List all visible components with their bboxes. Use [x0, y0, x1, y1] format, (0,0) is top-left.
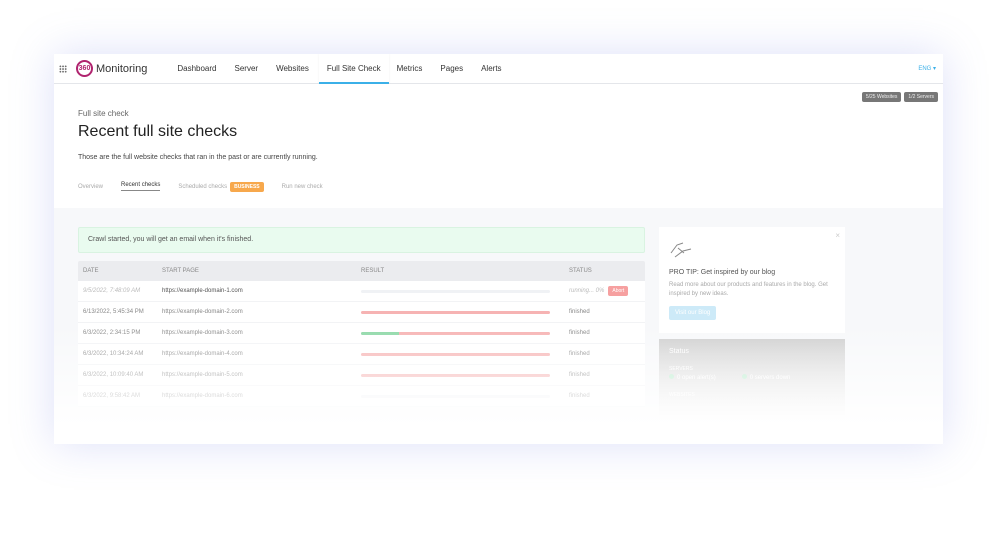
result-bar-bad	[361, 352, 550, 356]
nav-alerts[interactable]: Alerts	[481, 63, 502, 73]
tab-recent-checks[interactable]: Recent checks	[121, 182, 161, 191]
close-icon[interactable]: ×	[835, 231, 840, 240]
row-status: running... 0%	[569, 288, 605, 294]
table-row[interactable]: 6/3/2022, 10:09:40 AM https://example-dom…	[78, 365, 645, 386]
result-bar-bad	[398, 331, 550, 335]
result-bar-bad	[361, 373, 550, 377]
visit-blog-button[interactable]: Visit our Blog	[669, 306, 717, 320]
nav-pages[interactable]: Pages	[440, 63, 464, 73]
row-date: 6/3/2022, 2:34:15 PM	[83, 330, 141, 336]
table-row[interactable]: 6/3/2022, 10:34:24 AM https://example-dom…	[78, 344, 645, 365]
abort-button[interactable]: Abort	[608, 286, 629, 296]
table-row[interactable]: 6/3/2022, 2:34:15 PM https://example-doma…	[78, 323, 645, 344]
status-dot-icon	[741, 374, 747, 379]
logo[interactable]: 360 Monitoring	[76, 60, 147, 77]
tab-overview[interactable]: Overview	[78, 183, 104, 190]
apps-grid-icon[interactable]	[59, 64, 67, 73]
table-row[interactable]: 6/3/2022, 9:58:42 AM https://example-doma…	[78, 386, 645, 407]
language-select[interactable]: ENG ▾	[918, 66, 936, 72]
col-status: STATUS	[569, 268, 592, 274]
row-status: finished	[569, 330, 590, 336]
row-start-page[interactable]: https://example-domain-4.com	[162, 351, 243, 357]
page-description: Those are the full website checks that r…	[78, 154, 318, 161]
row-start-page[interactable]: https://example-domain-5.com	[162, 372, 243, 378]
result-bar	[361, 310, 550, 314]
top-nav: 360 Monitoring Dashboard Server Websites …	[54, 54, 943, 84]
page-header: 5/25 Websites 1/2 Servers Full site check…	[54, 84, 943, 208]
nav-dashboard[interactable]: Dashboard	[177, 63, 217, 73]
table-row[interactable]: 6/13/2022, 5:45:34 PM https://example-dom…	[78, 302, 645, 323]
status-card: Status SERVERS 0 open alert(s) 0 servers …	[659, 339, 845, 419]
handshake-icon	[670, 242, 692, 258]
nav-websites[interactable]: Websites	[276, 63, 309, 73]
row-start-page[interactable]: https://example-domain-2.com	[162, 309, 243, 315]
result-bar	[361, 289, 550, 293]
result-bar-bad	[361, 310, 550, 314]
servers-down: 0 servers down	[741, 374, 790, 381]
row-status: finished	[569, 309, 590, 315]
row-status: finished	[569, 393, 590, 399]
result-bar	[361, 394, 550, 398]
tab-scheduled-checks[interactable]: Scheduled checks BUSINESS	[178, 181, 264, 192]
checks-table: DATE START PAGE RESULT STATUS 9/5/2022, 7:4…	[78, 261, 645, 407]
app-window: 360 Monitoring Dashboard Server Websites …	[54, 54, 943, 444]
row-date: 6/13/2022, 5:45:34 PM	[83, 309, 144, 315]
row-start-page[interactable]: https://example-domain-6.com	[162, 393, 243, 399]
row-date: 9/5/2022, 7:48:09 AM	[83, 288, 141, 294]
servers-quota-badge: 1/2 Servers	[904, 92, 938, 102]
tip-text: Read more about our products and feature…	[669, 282, 828, 297]
result-bar	[361, 331, 550, 335]
status-title: Status	[669, 348, 689, 355]
result-bar	[361, 373, 550, 377]
row-status: finished	[569, 351, 590, 357]
tab-run-new-check[interactable]: Run new check	[281, 183, 323, 190]
col-result: RESULT	[361, 268, 385, 274]
status-dot-icon	[669, 374, 674, 379]
pro-tip-card: × PRO TIP: Get inspired by our blog Read…	[659, 227, 845, 333]
col-date: DATE	[83, 268, 99, 274]
tip-title: PRO TIP: Get inspired by our blog	[669, 269, 776, 276]
servers-label: SERVERS	[669, 366, 693, 372]
row-date: 6/3/2022, 10:34:24 AM	[83, 351, 144, 357]
row-start-page[interactable]: https://example-domain-1.com	[162, 288, 243, 294]
row-start-page[interactable]: https://example-domain-3.com	[162, 330, 243, 336]
breadcrumb: Full site check	[78, 109, 129, 118]
success-alert: Crawl started, you will get an email whe…	[78, 227, 645, 253]
nav-server[interactable]: Server	[234, 63, 259, 73]
nav-metrics[interactable]: Metrics	[396, 63, 423, 73]
result-bar-good	[361, 331, 399, 335]
page-title: Recent full site checks	[78, 123, 238, 140]
websites-quota-badge: 5/25 Websites	[861, 92, 902, 102]
row-date: 6/3/2022, 9:58:42 AM	[83, 393, 141, 399]
result-bar	[361, 352, 550, 356]
business-badge: BUSINESS	[230, 181, 264, 192]
row-status: finished	[569, 372, 590, 378]
nav-full-site-check[interactable]: Full Site Check	[318, 54, 389, 84]
websites-label: WEBSITES	[669, 392, 695, 398]
open-alerts: 0 open alert(s)	[669, 374, 716, 381]
row-date: 6/3/2022, 10:09:40 AM	[83, 372, 144, 378]
table-row[interactable]: 9/5/2022, 7:48:09 AM https://example-doma…	[78, 281, 645, 302]
col-start-page: START PAGE	[162, 268, 199, 274]
